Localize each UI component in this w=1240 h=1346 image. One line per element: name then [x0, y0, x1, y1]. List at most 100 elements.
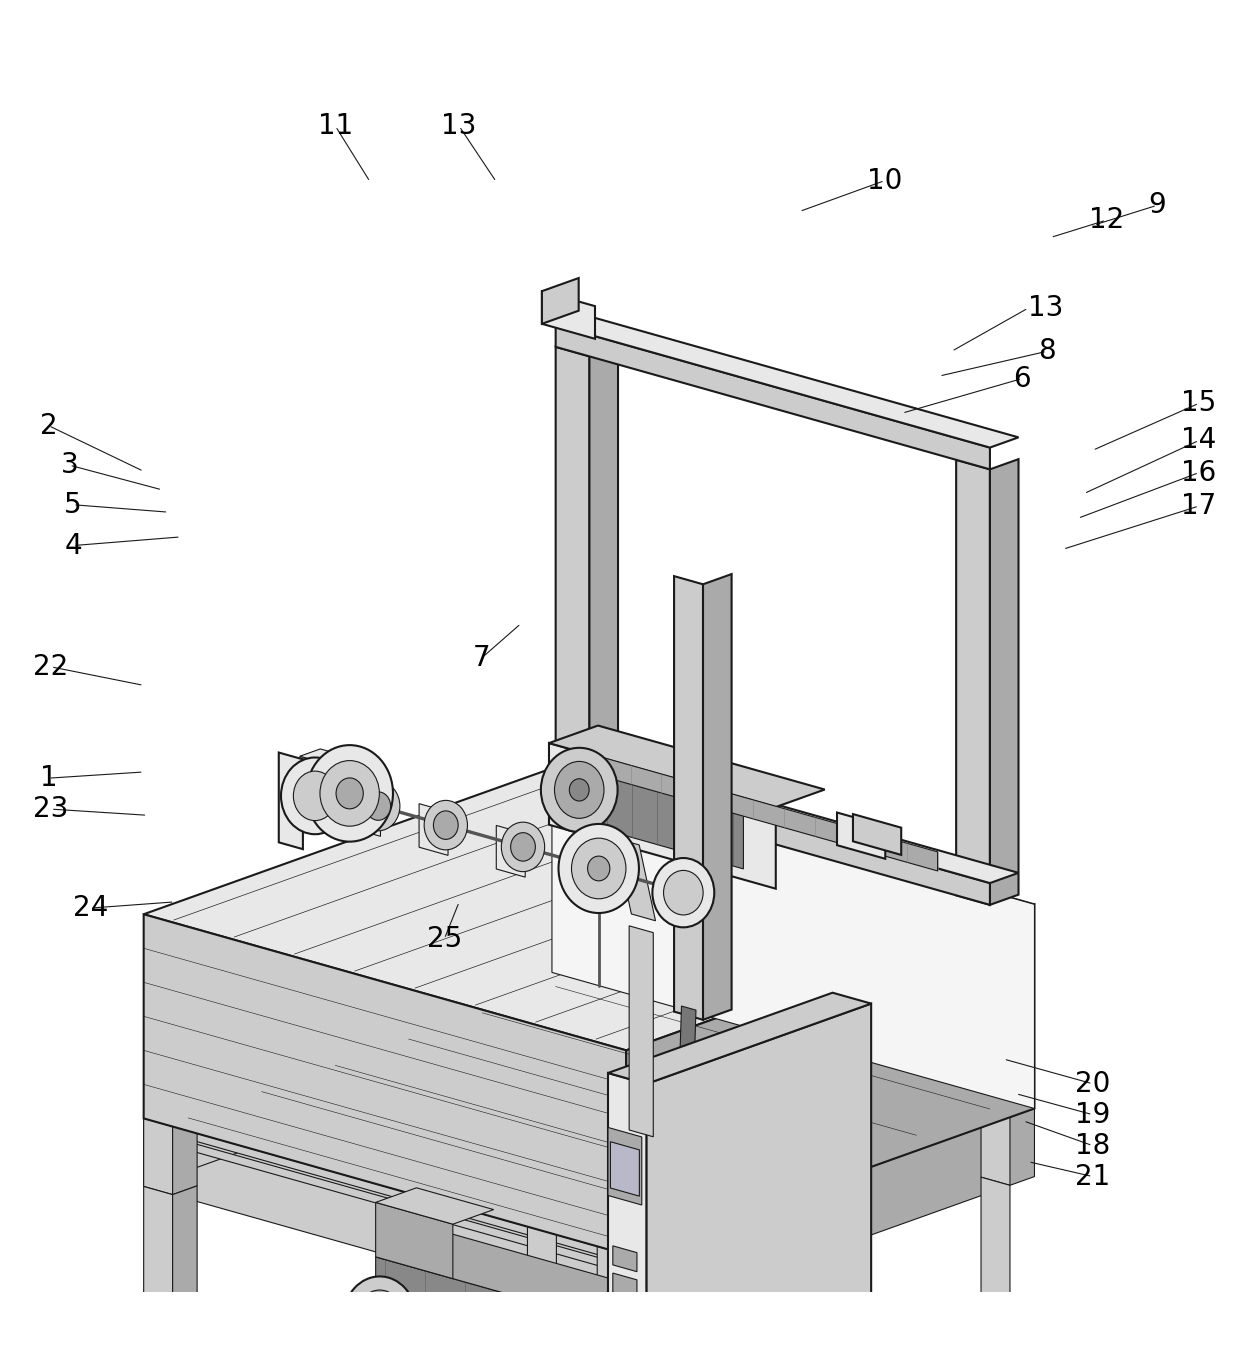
Polygon shape [556, 760, 990, 905]
Polygon shape [172, 1117, 197, 1195]
Ellipse shape [424, 801, 467, 849]
Polygon shape [598, 1315, 626, 1346]
Ellipse shape [306, 746, 393, 841]
Polygon shape [556, 326, 990, 470]
Polygon shape [144, 972, 1034, 1254]
Polygon shape [144, 914, 626, 1254]
Text: 14: 14 [1182, 427, 1216, 455]
Text: 13: 13 [441, 112, 477, 140]
Polygon shape [598, 1246, 626, 1323]
Ellipse shape [343, 1276, 415, 1346]
Polygon shape [608, 993, 872, 1084]
Polygon shape [853, 814, 901, 855]
Polygon shape [956, 460, 990, 905]
Ellipse shape [336, 778, 363, 809]
Ellipse shape [541, 748, 618, 832]
Text: 18: 18 [1075, 1132, 1110, 1160]
Text: 4: 4 [64, 532, 82, 560]
Polygon shape [144, 1119, 626, 1323]
Polygon shape [496, 825, 526, 878]
Text: 10: 10 [867, 167, 903, 195]
Text: 16: 16 [1182, 459, 1216, 486]
Polygon shape [990, 459, 1018, 905]
Polygon shape [144, 1129, 626, 1273]
Text: 12: 12 [1089, 206, 1123, 234]
Polygon shape [300, 756, 343, 787]
Text: 9: 9 [1148, 191, 1166, 219]
Polygon shape [300, 748, 363, 769]
Ellipse shape [511, 833, 536, 861]
Ellipse shape [652, 857, 714, 927]
Polygon shape [629, 926, 653, 1137]
Ellipse shape [371, 1306, 389, 1327]
Polygon shape [527, 981, 557, 1058]
Ellipse shape [554, 762, 604, 818]
Polygon shape [675, 576, 703, 1020]
Polygon shape [582, 755, 744, 870]
Ellipse shape [294, 771, 337, 821]
Polygon shape [351, 785, 381, 836]
Text: 24: 24 [73, 894, 108, 922]
Polygon shape [556, 315, 1018, 448]
Text: 8: 8 [1038, 338, 1055, 365]
Polygon shape [527, 1050, 557, 1346]
Ellipse shape [434, 810, 458, 840]
Ellipse shape [320, 760, 379, 826]
Polygon shape [615, 839, 656, 921]
Polygon shape [589, 346, 618, 791]
Polygon shape [613, 1273, 637, 1299]
Polygon shape [626, 1109, 1034, 1323]
Text: 25: 25 [427, 925, 463, 953]
Polygon shape [144, 1119, 626, 1263]
Polygon shape [981, 1109, 1009, 1186]
Ellipse shape [558, 824, 639, 913]
Polygon shape [613, 1300, 637, 1326]
Text: 13: 13 [1028, 293, 1064, 322]
Polygon shape [144, 1119, 172, 1195]
Text: 1: 1 [40, 765, 57, 793]
Ellipse shape [366, 791, 391, 820]
Polygon shape [626, 1246, 651, 1323]
Polygon shape [646, 1004, 872, 1346]
Polygon shape [670, 1005, 696, 1346]
Text: 20: 20 [1075, 1070, 1110, 1098]
Polygon shape [144, 972, 552, 1186]
Polygon shape [703, 575, 732, 1020]
Text: 23: 23 [33, 795, 68, 824]
Polygon shape [172, 1186, 197, 1346]
Polygon shape [549, 725, 825, 808]
Ellipse shape [588, 856, 610, 880]
Polygon shape [144, 1186, 172, 1346]
Text: 19: 19 [1075, 1101, 1110, 1129]
Polygon shape [556, 750, 1018, 883]
Polygon shape [837, 813, 885, 859]
Text: 17: 17 [1182, 493, 1216, 520]
Polygon shape [608, 1073, 646, 1346]
Text: 6: 6 [1013, 365, 1030, 393]
Polygon shape [376, 1232, 744, 1341]
Ellipse shape [281, 758, 348, 835]
Polygon shape [552, 769, 1034, 1109]
Polygon shape [556, 347, 589, 791]
Polygon shape [542, 291, 595, 339]
Text: 22: 22 [33, 653, 68, 681]
Polygon shape [542, 279, 579, 324]
Polygon shape [626, 905, 1034, 1254]
Polygon shape [626, 1314, 651, 1346]
Text: 7: 7 [472, 645, 490, 672]
Text: 3: 3 [61, 451, 78, 479]
Polygon shape [981, 1178, 1009, 1346]
Polygon shape [419, 804, 448, 855]
Polygon shape [144, 769, 1034, 1050]
Polygon shape [610, 1141, 640, 1197]
Polygon shape [376, 1202, 453, 1279]
Polygon shape [376, 1257, 675, 1346]
Text: 2: 2 [40, 412, 57, 440]
Ellipse shape [572, 839, 626, 899]
Polygon shape [600, 756, 937, 871]
Text: 15: 15 [1182, 389, 1216, 417]
Polygon shape [613, 1327, 637, 1346]
Ellipse shape [569, 779, 589, 801]
Ellipse shape [663, 871, 703, 915]
Ellipse shape [501, 822, 544, 872]
